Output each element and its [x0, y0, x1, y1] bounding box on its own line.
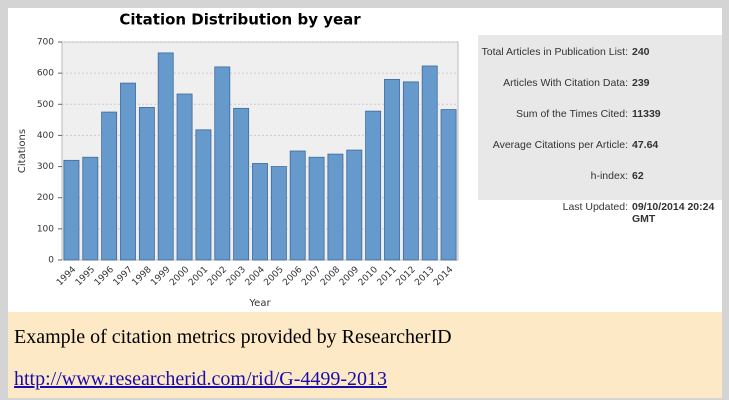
x-tick-label: 1994: [55, 265, 78, 288]
x-tick-label: 1996: [93, 265, 116, 288]
y-tick-label: 700: [37, 38, 54, 48]
x-tick-label: 2009: [338, 265, 361, 288]
bar: [214, 66, 231, 261]
x-tick-label: 2000: [168, 265, 191, 288]
bar: [63, 159, 80, 261]
caption-text: Example of citation metrics provided by …: [14, 326, 452, 348]
x-tick-label: 2003: [225, 265, 248, 288]
stat-label: Total Articles in Publication List:: [481, 46, 629, 58]
bar: [233, 107, 250, 261]
bar: [252, 163, 268, 261]
stat-label: h-index:: [590, 170, 628, 182]
y-tick-label: 300: [37, 162, 54, 172]
y-tick-label: 200: [37, 193, 54, 203]
x-tick-label: 2001: [187, 265, 210, 288]
x-tick-label: 2007: [300, 265, 323, 288]
bar: [384, 78, 400, 261]
x-tick-label: 2014: [432, 265, 455, 288]
caption-link[interactable]: http://www.researcherid.com/rid/G-4499-2…: [14, 368, 388, 390]
bar: [157, 52, 174, 261]
stats-row: Average Citations per Article: 47.64: [478, 133, 720, 164]
stat-label: Average Citations per Article:: [492, 139, 628, 151]
stats-row: h-index: 62: [478, 164, 720, 195]
bar: [270, 166, 287, 261]
stats-table: Total Articles in Publication List: 240 Ar…: [478, 40, 720, 226]
stat-value: 62: [632, 170, 644, 182]
stat-value: 240: [632, 46, 650, 58]
bar: [327, 153, 344, 261]
x-tick-label: 1999: [149, 265, 172, 288]
stats-row: Articles With Citation Data: 239: [478, 71, 720, 102]
bar: [82, 156, 99, 261]
y-tick-label: 100: [37, 224, 54, 234]
bar: [120, 82, 136, 261]
x-tick-label: 2006: [281, 265, 304, 288]
stats-row: Last Updated: 09/10/2014 20:24 GMT: [478, 195, 720, 226]
bar: [176, 93, 193, 261]
stats-row: Sum of the Times Cited: 11339: [478, 102, 720, 133]
x-tick-label: 2005: [262, 265, 285, 288]
bar: [138, 107, 155, 261]
chart: Citation Distribution by year Year Citat…: [17, 11, 459, 309]
x-tick-label: 2002: [206, 265, 229, 288]
x-axis-title: Year: [248, 298, 271, 309]
stats-row: Total Articles in Publication List: 240: [478, 40, 720, 71]
x-tick-label: 2012: [394, 265, 417, 288]
stat-label: Last Updated:: [562, 201, 628, 213]
x-tick-label: 1998: [130, 265, 153, 288]
x-tick-label: 1997: [112, 265, 135, 288]
x-tick-label: 2011: [376, 265, 399, 288]
stat-value: 239: [632, 77, 650, 89]
bar: [101, 111, 118, 261]
x-tick-label: 2004: [244, 265, 267, 288]
bar: [402, 81, 419, 261]
stat-label: Sum of the Times Cited:: [515, 108, 628, 120]
caption: Example of citation metrics provided by …: [8, 312, 722, 398]
x-tick-label: 2010: [357, 265, 380, 288]
bar: [308, 156, 325, 261]
y-tick-label: 600: [37, 69, 54, 79]
x-tick-label: 1995: [74, 265, 97, 288]
y-axis-title: Citations: [17, 129, 28, 173]
bar: [440, 109, 457, 261]
y-tick-label: 500: [37, 100, 54, 110]
y-tick-label: 0: [48, 256, 54, 266]
stat-value: 09/10/2014 20:24 GMT: [632, 201, 715, 225]
x-tick-label: 2008: [319, 265, 342, 288]
bar: [421, 65, 438, 261]
stat-value: 11339: [632, 108, 661, 120]
y-tick-label: 400: [37, 131, 54, 141]
x-tick-label: 2013: [413, 265, 436, 288]
stats-panel: Total Articles in Publication List: 240 Ar…: [478, 35, 722, 225]
chart-title: Citation Distribution by year: [119, 11, 361, 29]
stat-label: Articles With Citation Data:: [503, 77, 628, 89]
bar: [195, 129, 212, 261]
bar: [346, 149, 363, 261]
bar: [365, 110, 382, 261]
stat-value: 47.64: [632, 139, 659, 151]
bar: [289, 150, 306, 261]
